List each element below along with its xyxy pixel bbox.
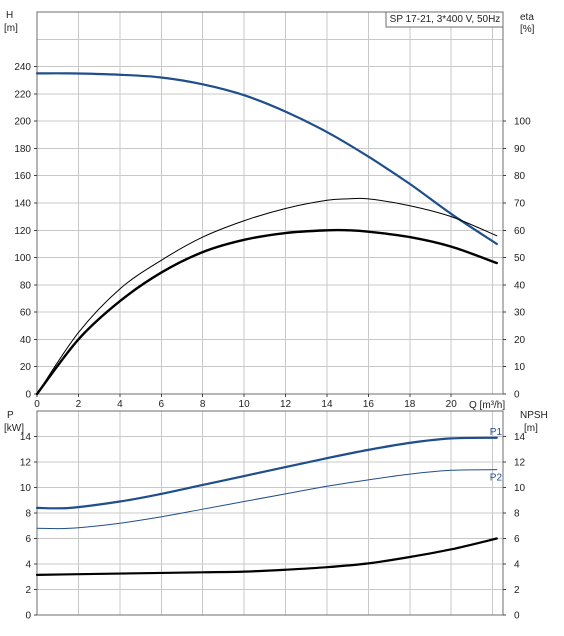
x-tick-label: 20 <box>446 399 458 410</box>
y-left-tick-label: 0 <box>25 390 31 401</box>
x-tick-label: 2 <box>76 399 82 410</box>
p-tick-label: 4 <box>25 560 31 571</box>
y-left-tick-label: 200 <box>14 117 31 128</box>
y-left-tick-label: 160 <box>14 171 31 182</box>
p-tick-label: 6 <box>25 534 31 545</box>
y-left-tick-label: 40 <box>20 335 32 346</box>
y-left-tick-label: 100 <box>14 253 31 264</box>
y-right-tick-label: 10 <box>514 362 526 373</box>
x-tick-label: 18 <box>404 399 416 410</box>
x-tick-label: 12 <box>280 399 292 410</box>
y-right-tick-label: 30 <box>514 308 526 319</box>
y-right-tick-label: 20 <box>514 335 526 346</box>
y-right-tick-label: 60 <box>514 226 526 237</box>
y-left-tick-label: 80 <box>20 280 32 291</box>
y-left-tick-label: 220 <box>14 89 31 100</box>
x-tick-label: 0 <box>34 399 40 410</box>
p-tick-label: 8 <box>25 509 31 520</box>
top-right-axis-title: eta <box>520 12 534 23</box>
npsh-tick-label: 6 <box>514 534 520 545</box>
y-right-tick-label: 90 <box>514 144 526 155</box>
p-tick-label: 14 <box>20 432 32 443</box>
npsh-tick-label: 0 <box>514 611 520 622</box>
x-tick-label: 4 <box>117 399 123 410</box>
npsh-tick-label: 10 <box>514 483 526 494</box>
y-right-tick-label: 50 <box>514 253 526 264</box>
head-curve <box>35 72 498 246</box>
efficiency-curve-thin <box>36 197 498 395</box>
efficiency-curve <box>35 228 498 396</box>
chart-title: SP 17-21, 3*400 V, 50Hz <box>390 14 501 25</box>
top-left-axis-title: H <box>6 10 13 21</box>
p-tick-label: 12 <box>20 458 32 469</box>
x-tick-label: 14 <box>321 399 333 410</box>
series-label-p1: P1 <box>490 427 503 438</box>
y-left-tick-label: 240 <box>14 62 31 73</box>
y-right-tick-label: 40 <box>514 280 526 291</box>
y-right-tick-label: 0 <box>514 390 520 401</box>
top-right-axis-unit: [%] <box>520 24 535 35</box>
top-left-axis-unit: [m] <box>4 23 18 34</box>
npsh-tick-label: 12 <box>514 458 526 469</box>
p-tick-label: 10 <box>20 483 32 494</box>
npsh-tick-label: 8 <box>514 509 520 520</box>
label-layer: H [m] eta [%] SP 17-21, 3*400 V, 50Hz Q … <box>4 10 548 484</box>
y-left-tick-label: 20 <box>20 362 32 373</box>
p-tick-label: 0 <box>25 611 31 622</box>
npsh-tick-label: 14 <box>514 432 526 443</box>
p2-power-curve <box>36 469 498 530</box>
x-tick-label: 10 <box>239 399 251 410</box>
y-right-tick-label: 70 <box>514 199 526 210</box>
npsh-tick-label: 4 <box>514 560 520 571</box>
y-left-tick-label: 120 <box>14 226 31 237</box>
bottom-left-axis-title: P <box>7 410 14 421</box>
x-axis-label: Q [m³/h] <box>469 400 505 411</box>
x-tick-label: 6 <box>158 399 164 410</box>
y-right-tick-label: 100 <box>514 117 531 128</box>
p-tick-label: 2 <box>25 585 31 596</box>
y-left-tick-label: 60 <box>20 308 32 319</box>
chart-title-box <box>385 11 504 28</box>
y-left-tick-label: 180 <box>14 144 31 155</box>
npsh-tick-label: 2 <box>514 585 520 596</box>
bottom-right-axis-unit: [m] <box>524 423 538 434</box>
npsh-curve <box>35 537 498 576</box>
bottom-right-axis-title: NPSH <box>520 410 548 421</box>
x-tick-label: 16 <box>363 399 375 410</box>
x-tick-label: 8 <box>200 399 206 410</box>
series-label-p2: P2 <box>490 473 503 484</box>
bottom-left-axis-unit: [kW] <box>4 423 24 434</box>
y-right-tick-label: 80 <box>514 171 526 182</box>
y-left-tick-label: 140 <box>14 199 31 210</box>
p1-power-curve <box>35 436 498 510</box>
axis-layer: 0 2 4 6 8 10 12 14 16 18 2002040608010012014016018… <box>14 11 531 622</box>
series-layer <box>35 72 498 576</box>
